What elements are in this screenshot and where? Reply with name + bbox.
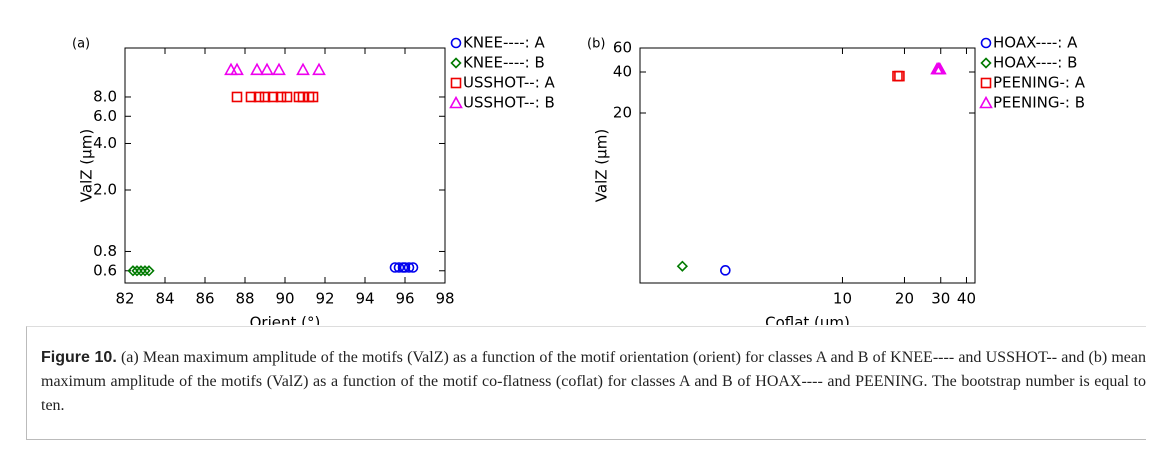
legend-label: USSHOT--: A <box>463 74 556 92</box>
x-axis-label: Coflat (µm) <box>765 314 850 326</box>
marker <box>135 265 147 277</box>
series <box>676 260 688 272</box>
y-axis-label: ValZ (µm) <box>78 129 96 202</box>
y-tick-label: 0.8 <box>93 242 117 260</box>
x-tick-label: 88 <box>235 290 254 308</box>
marker <box>272 62 286 76</box>
x-axis-label: Orient (°) <box>250 314 321 326</box>
x-tick-label: 90 <box>275 290 294 308</box>
legend-marker <box>979 95 993 109</box>
legend-marker <box>450 37 462 49</box>
legend-marker <box>980 37 992 49</box>
legend-marker <box>449 95 463 109</box>
legend-label: KNEE----: B <box>463 54 545 72</box>
x-tick-label: 94 <box>355 290 374 308</box>
y-tick-label: 40 <box>613 62 632 80</box>
legend-marker <box>450 57 462 69</box>
legend-label: USSHOT--: B <box>463 94 555 112</box>
y-tick-label: 6.0 <box>93 107 117 125</box>
y-tick-label: 4.0 <box>93 134 117 152</box>
caption: Figure 10. (a) Mean maximum amplitude of… <box>26 326 1146 440</box>
series <box>892 70 905 82</box>
marker <box>676 260 688 272</box>
series <box>720 265 731 276</box>
legend-marker <box>450 77 462 89</box>
x-tick-label: 96 <box>395 290 414 308</box>
figure: (a) 82 84 86 88 90 92 94 96 98 0.60.8 2.0 4.0 6.0 8.0 O… <box>72 34 1086 326</box>
plot-frame <box>639 47 976 284</box>
legend-label: PEENING-: B <box>993 94 1085 112</box>
marker <box>245 91 257 103</box>
marker <box>253 91 265 103</box>
marker <box>720 265 731 276</box>
x-tick-label: 40 <box>957 290 976 308</box>
marker <box>250 62 264 76</box>
panel-label: (b) <box>587 37 605 52</box>
series <box>127 265 155 277</box>
marker <box>260 62 274 76</box>
series <box>389 262 419 273</box>
legend-label: KNEE----: A <box>463 34 545 52</box>
marker <box>281 91 293 103</box>
series <box>930 61 947 75</box>
plot-frame <box>124 47 446 284</box>
y-tick-label: 60 <box>613 39 632 57</box>
marker <box>143 265 155 277</box>
marker <box>267 91 279 103</box>
marker <box>139 265 151 277</box>
x-tick-label: 82 <box>115 290 134 308</box>
caption-text: (a) Mean maximum amplitude of the motifs… <box>41 349 1147 414</box>
marker <box>312 62 326 76</box>
marker <box>393 262 405 273</box>
marker <box>894 70 905 82</box>
marker <box>275 91 287 103</box>
marker <box>297 91 309 103</box>
legend-label: PEENING-: A <box>993 74 1086 92</box>
legend-marker <box>980 57 992 69</box>
caption-label: Figure 10. <box>41 349 117 366</box>
marker <box>307 91 319 103</box>
y-tick-label: 0.6 <box>93 261 117 279</box>
x-tick-label: 30 <box>931 290 950 308</box>
series <box>231 91 319 103</box>
marker <box>131 265 143 277</box>
y-axis-label: ValZ (µm) <box>593 129 611 202</box>
x-tick-label: 20 <box>895 290 914 308</box>
marker <box>399 262 411 273</box>
marker <box>407 262 419 273</box>
x-tick-label: 84 <box>155 290 174 308</box>
y-tick-label: 2.0 <box>93 180 117 198</box>
marker <box>296 62 310 76</box>
series <box>224 62 326 76</box>
marker <box>127 265 139 277</box>
x-tick-label: 98 <box>435 290 454 308</box>
marker <box>389 262 401 273</box>
x-tick-label: 86 <box>195 290 214 308</box>
marker <box>403 262 415 273</box>
y-tick-label: 8.0 <box>93 87 117 105</box>
marker <box>259 91 271 103</box>
y-tick-label: 20 <box>613 103 632 121</box>
x-tick-label: 10 <box>833 290 852 308</box>
x-tick-label: 92 <box>315 290 334 308</box>
legend-label: HOAX----: B <box>993 54 1077 72</box>
marker <box>932 61 947 75</box>
marker <box>230 62 244 76</box>
marker <box>231 91 243 103</box>
legend-marker <box>980 77 992 89</box>
panel-label: (a) <box>72 37 90 52</box>
legend-label: HOAX----: A <box>993 34 1078 52</box>
